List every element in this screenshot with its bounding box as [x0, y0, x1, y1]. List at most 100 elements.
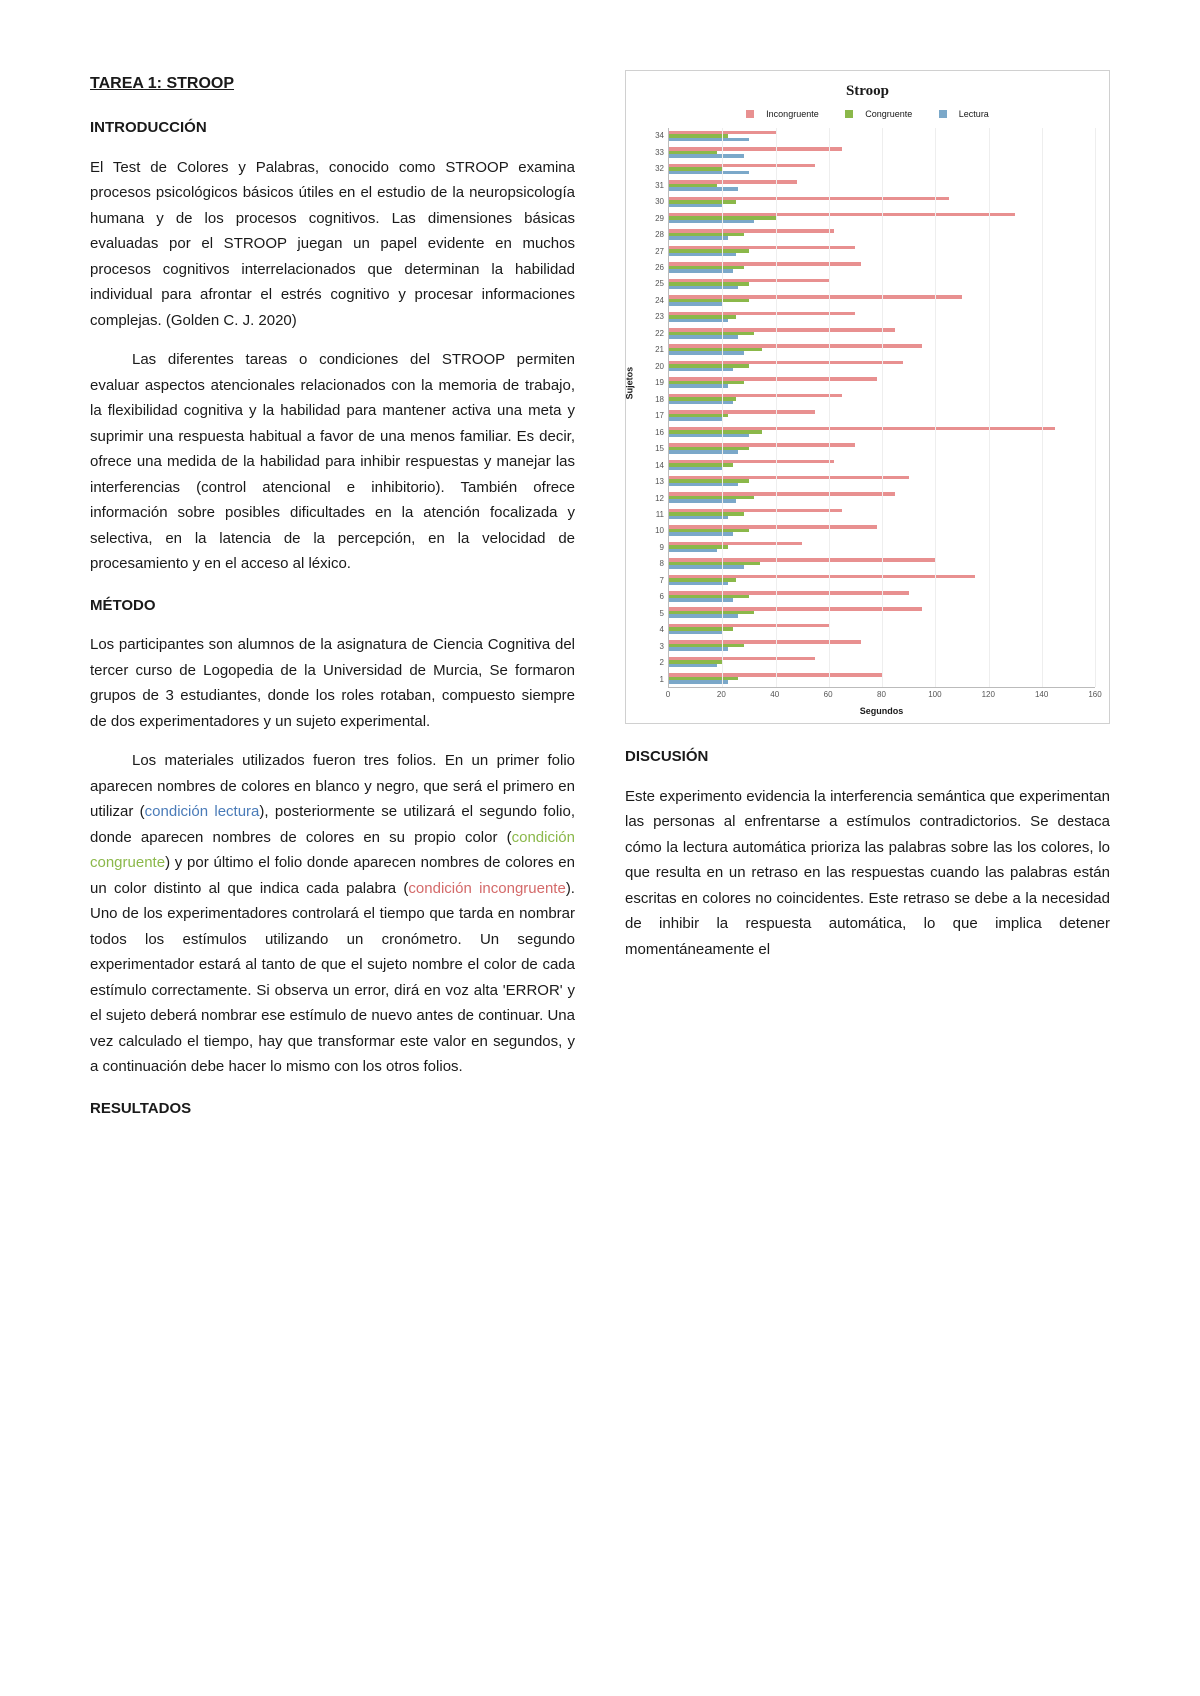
chart-title: Stroop — [640, 79, 1095, 105]
chart-bar-lect — [669, 154, 744, 158]
chart-bar-lect — [669, 680, 728, 684]
chart-bar-lect — [669, 499, 736, 503]
chart-ytick: 19 — [640, 375, 668, 391]
intro-para-1: El Test de Colores y Palabras, conocido … — [90, 155, 575, 334]
chart-xtick: 100 — [928, 688, 941, 702]
condicion-incongruente: condición incongruente — [408, 880, 565, 897]
chart-ytick: 13 — [640, 474, 668, 490]
chart-bar-lect — [669, 187, 738, 191]
chart-ytick: 9 — [640, 540, 668, 556]
chart-bar-lect — [669, 335, 738, 339]
chart-ytick: 4 — [640, 622, 668, 638]
chart-ytick: 28 — [640, 227, 668, 243]
chart-ytick: 25 — [640, 276, 668, 292]
chart-bar-lect — [669, 302, 722, 306]
chart-bar-lect — [669, 549, 717, 553]
chart-bar-lect — [669, 171, 749, 175]
chart-ytick: 6 — [640, 589, 668, 605]
chart-bar-lect — [669, 532, 733, 536]
page-title: TAREA 1: STROOP — [90, 70, 575, 97]
legend-swatch-lect — [939, 110, 947, 118]
chart-bar-lect — [669, 138, 749, 142]
chart-ytick: 32 — [640, 161, 668, 177]
chart-ytick: 18 — [640, 391, 668, 407]
legend-swatch-incong — [746, 110, 754, 118]
chart-xtick: 60 — [824, 688, 833, 702]
chart-bar-lect — [669, 664, 717, 668]
chart-xaxis: 020406080100120140160 — [668, 688, 1095, 702]
metodo-para-1: Los participantes son alumnos de la asig… — [90, 632, 575, 734]
chart-ytick: 27 — [640, 243, 668, 259]
discusion-para-1: Este experimento evidencia la interferen… — [625, 784, 1110, 963]
chart-ytick: 23 — [640, 309, 668, 325]
metodo-heading: MÉTODO — [90, 593, 575, 619]
chart-ytick: 34 — [640, 128, 668, 144]
chart-bars — [668, 128, 1095, 688]
chart-bar-lect — [669, 483, 738, 487]
chart-bar-lect — [669, 236, 728, 240]
chart-ytick: 17 — [640, 408, 668, 424]
chart-bar-lect — [669, 253, 736, 257]
chart-bar-lect — [669, 319, 728, 323]
legend-label-incong: Incongruente — [766, 109, 819, 119]
chart-ytick: 21 — [640, 342, 668, 358]
chart-bar-lect — [669, 582, 728, 586]
chart-ytick: 10 — [640, 523, 668, 539]
chart-ytick: 24 — [640, 292, 668, 308]
metodo-para-2: Los materiales utilizados fueron tres fo… — [90, 748, 575, 1080]
chart-ytick: 1 — [640, 671, 668, 687]
chart-ytick: 12 — [640, 490, 668, 506]
chart-bar-lect — [669, 598, 733, 602]
chart-ytick: 7 — [640, 572, 668, 588]
discusion-heading: DISCUSIÓN — [625, 744, 1110, 770]
chart-bar-lect — [669, 450, 738, 454]
chart-ytick: 22 — [640, 325, 668, 341]
chart-legend: Incongruente Congruente Lectura — [640, 107, 1095, 122]
chart-ytick: 33 — [640, 144, 668, 160]
chart-ytick: 2 — [640, 655, 668, 671]
legend-swatch-cong — [845, 110, 853, 118]
chart-xtick: 40 — [770, 688, 779, 702]
chart-bar-lect — [669, 417, 722, 421]
chart-bar-lect — [669, 516, 728, 520]
chart-xlabel: Segundos — [668, 704, 1095, 719]
chart-bar-lect — [669, 384, 728, 388]
chart-bar-lect — [669, 368, 733, 372]
chart-xtick: 80 — [877, 688, 886, 702]
metodo-text-d: ). Uno de los experimentadores controlar… — [90, 880, 575, 1076]
chart-bar-lect — [669, 467, 722, 471]
chart-bar-lect — [669, 220, 754, 224]
resultados-heading: RESULTADOS — [90, 1096, 575, 1122]
chart-bar-lect — [669, 204, 722, 208]
chart-ytick: 29 — [640, 210, 668, 226]
legend-label-lect: Lectura — [959, 109, 989, 119]
chart-ytick: 16 — [640, 424, 668, 440]
chart-ytick: 8 — [640, 556, 668, 572]
chart-ytick: 20 — [640, 358, 668, 374]
chart-bar-lect — [669, 614, 738, 618]
chart-xtick: 0 — [666, 688, 670, 702]
chart-bar-lect — [669, 351, 744, 355]
chart-bar-lect — [669, 401, 733, 405]
legend-label-cong: Congruente — [865, 109, 912, 119]
chart-ylabel: Sujetos — [622, 367, 637, 400]
chart-ytick: 5 — [640, 605, 668, 621]
chart-plotarea: Sujetos 34333231302928272625242322212019… — [640, 128, 1095, 688]
intro-heading: INTRODUCCIÓN — [90, 115, 575, 141]
chart-yaxis: 3433323130292827262524232221201918171615… — [640, 128, 668, 688]
chart-ytick: 14 — [640, 457, 668, 473]
chart-bar-lect — [669, 631, 722, 635]
condicion-lectura: condición lectura — [145, 803, 260, 820]
chart-ytick: 11 — [640, 507, 668, 523]
chart-bar-lect — [669, 565, 744, 569]
chart-bar-lect — [669, 286, 738, 290]
chart-ytick: 26 — [640, 260, 668, 276]
stroop-chart: Stroop Incongruente Congruente Lectura S… — [625, 70, 1110, 724]
chart-bar-lect — [669, 434, 749, 438]
chart-ytick: 3 — [640, 638, 668, 654]
chart-ytick: 30 — [640, 194, 668, 210]
chart-xtick: 20 — [717, 688, 726, 702]
chart-ytick: 15 — [640, 441, 668, 457]
intro-para-2: Las diferentes tareas o condiciones del … — [90, 347, 575, 577]
chart-bar-lect — [669, 269, 733, 273]
